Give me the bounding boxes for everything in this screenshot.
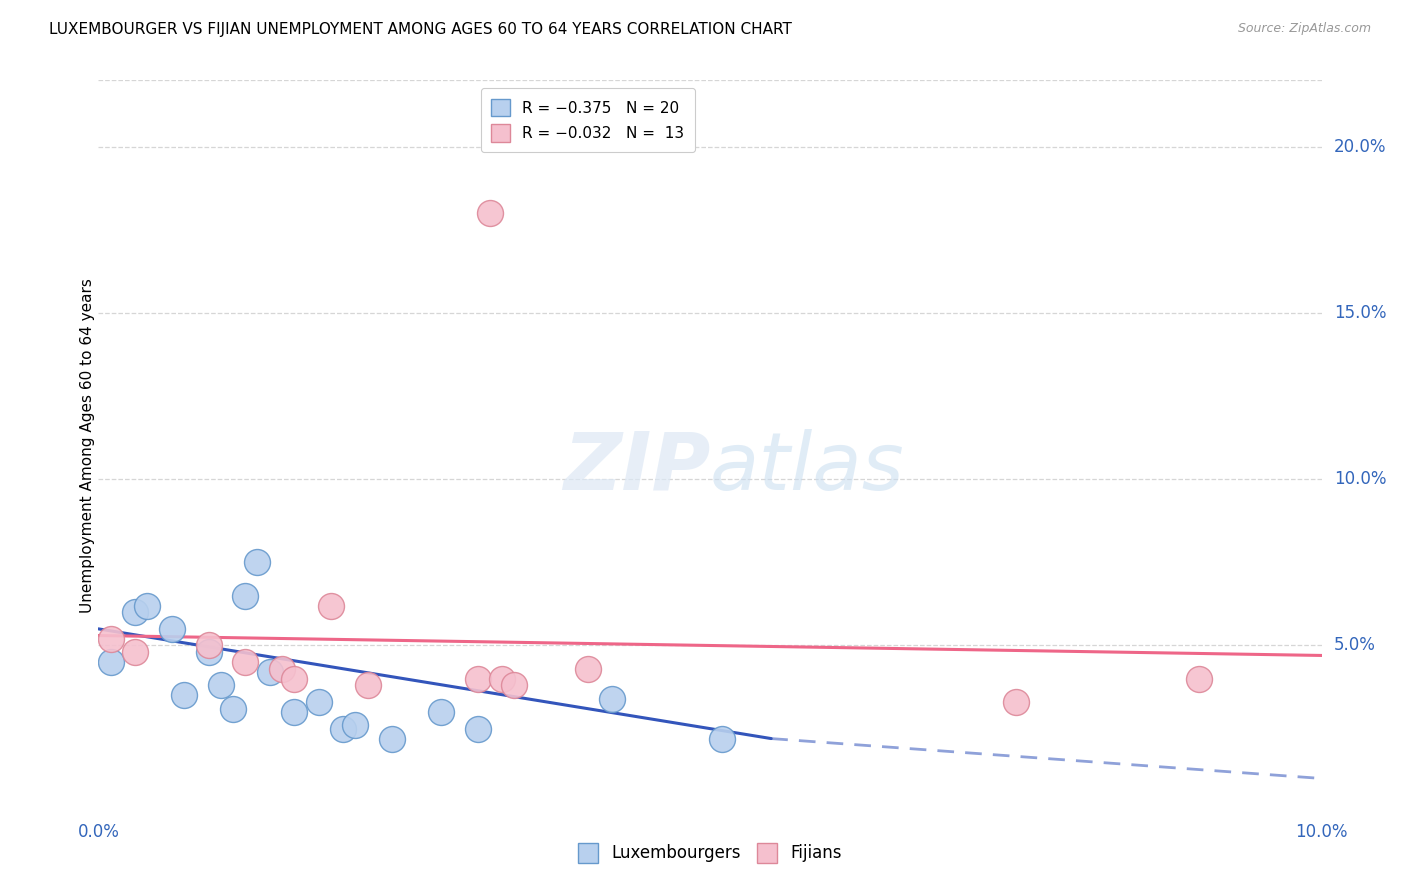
Point [356, 678, 378, 692]
Point [233, 589, 256, 603]
Point [197, 639, 219, 653]
Text: LUXEMBOURGER VS FIJIAN UNEMPLOYMENT AMONG AGES 60 TO 64 YEARS CORRELATION CHART: LUXEMBOURGER VS FIJIAN UNEMPLOYMENT AMON… [49, 22, 792, 37]
Point [319, 599, 342, 613]
Point [1004, 695, 1026, 709]
Point [600, 691, 623, 706]
Point [1188, 672, 1211, 686]
Point [283, 672, 305, 686]
Point [222, 701, 245, 715]
Point [430, 705, 453, 719]
Text: ZIP: ZIP [562, 429, 710, 507]
Point [576, 662, 599, 676]
Point [246, 555, 269, 569]
Point [270, 662, 292, 676]
Point [197, 645, 219, 659]
Point [173, 689, 195, 703]
Point [124, 645, 146, 659]
Point [209, 678, 232, 692]
Text: 15.0%: 15.0% [1334, 304, 1386, 322]
Point [381, 731, 404, 746]
Point [308, 695, 330, 709]
Point [233, 655, 256, 669]
Point [491, 672, 513, 686]
Point [503, 678, 526, 692]
Text: atlas: atlas [710, 429, 905, 507]
Point [136, 599, 159, 613]
Text: 10.0%: 10.0% [1334, 470, 1386, 488]
Text: Source: ZipAtlas.com: Source: ZipAtlas.com [1237, 22, 1371, 36]
Point [259, 665, 281, 679]
Point [467, 722, 489, 736]
Point [124, 605, 146, 619]
Point [100, 632, 122, 646]
Point [467, 672, 489, 686]
Point [711, 731, 734, 746]
Point [332, 722, 354, 736]
Text: 5.0%: 5.0% [1334, 637, 1375, 655]
Text: 20.0%: 20.0% [1334, 137, 1386, 156]
Point [478, 206, 501, 220]
Point [283, 705, 305, 719]
Point [344, 718, 367, 732]
Legend: Luxembourgers, Fijians: Luxembourgers, Fijians [571, 837, 849, 869]
Point [160, 622, 183, 636]
Y-axis label: Unemployment Among Ages 60 to 64 years: Unemployment Among Ages 60 to 64 years [80, 278, 94, 614]
Point [100, 655, 122, 669]
